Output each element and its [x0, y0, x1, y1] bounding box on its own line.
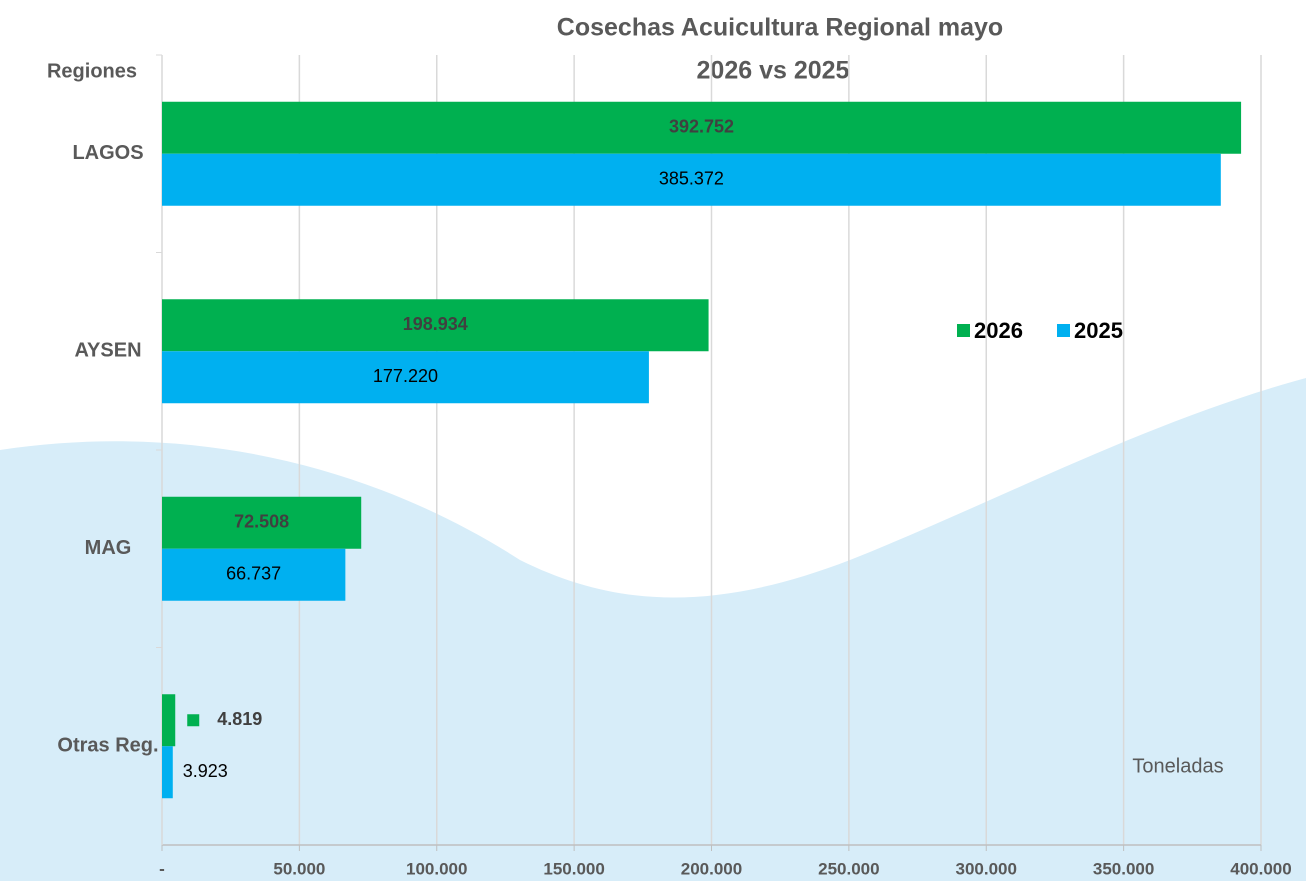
bar: [162, 496, 362, 549]
y-tick-label: MAG: [85, 537, 132, 559]
chart-title: 2026 vs 2025: [697, 57, 850, 85]
legend-key: [1057, 324, 1070, 337]
bar: [162, 299, 709, 352]
data-label: 72.508: [234, 512, 289, 532]
bar: [162, 746, 173, 799]
bar: [162, 351, 649, 404]
data-label: 66.737: [226, 564, 281, 584]
legend-label: 2025: [1074, 318, 1123, 343]
x-tick-label: 250.000: [818, 859, 879, 878]
chart-title: Cosechas Acuicultura Regional mayo: [557, 14, 1003, 42]
annotation: Toneladas: [1132, 755, 1223, 777]
bar: [162, 694, 176, 747]
legend-label: 2026: [974, 318, 1023, 343]
x-tick-label: 400.000: [1230, 859, 1291, 878]
bar: [162, 548, 346, 601]
legend-key: [957, 324, 970, 337]
data-label: 4.819: [217, 709, 262, 729]
bar: [162, 153, 1221, 206]
x-tick-label: -: [159, 859, 165, 878]
data-label: 177.220: [373, 366, 438, 386]
y-axis-label: Regiones: [47, 60, 137, 82]
data-label: 385.372: [659, 169, 724, 189]
x-tick-label: 200.000: [681, 859, 742, 878]
y-tick-label: Otras Reg.: [57, 735, 158, 757]
x-tick-label: 100.000: [406, 859, 467, 878]
data-label: 198.934: [403, 314, 468, 334]
data-label: 392.752: [669, 117, 734, 137]
y-tick-label: AYSEN: [74, 340, 141, 362]
y-tick-label: LAGOS: [72, 142, 143, 164]
bar: [162, 101, 1242, 154]
x-tick-label: 300.000: [956, 859, 1017, 878]
x-tick-label: 150.000: [543, 859, 604, 878]
data-label-key: [187, 714, 200, 727]
data-label: 3.923: [183, 761, 228, 781]
x-tick-label: 350.000: [1093, 859, 1154, 878]
x-tick-label: 50.000: [273, 859, 325, 878]
